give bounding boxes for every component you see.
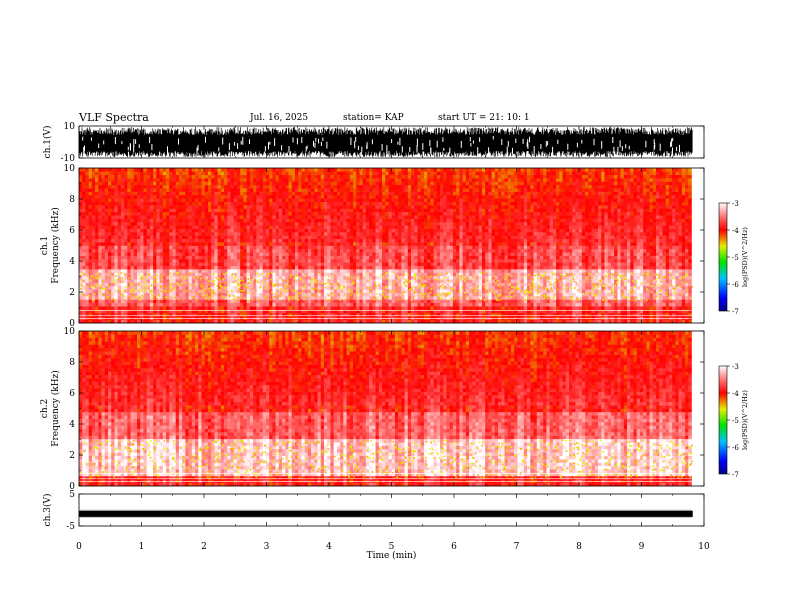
ch2-spectrogram-cb-label: -3 [732, 363, 739, 371]
ch2-spectrogram-cb-title: log(PSD)(V^2/Hz) [741, 390, 749, 450]
ch1-spectrogram-cb-label: -6 [732, 281, 739, 289]
ch2-spectrogram-ylabel: Frequency (kHz) [50, 370, 61, 447]
ch1-spectrogram-ytick-label: 4 [69, 257, 75, 267]
ch3-waveform-ytick-label: -5 [66, 522, 75, 532]
ch3-waveform-trace [78, 509, 693, 518]
start-time-label: start UT = 21: 10: 1 [438, 113, 530, 123]
xaxis-tick-label: 5 [389, 542, 395, 552]
ch1-spectrogram-cb-label: -5 [732, 254, 739, 262]
ch1-spectrogram-cb-label: -7 [732, 308, 739, 316]
ch2-spectrogram-ytick-label: 6 [69, 389, 75, 399]
ch2-spectrogram-cb-label: -4 [732, 390, 739, 398]
ch1-spectrogram-ylabel: Frequency (kHz) [50, 207, 61, 284]
ch2-spectrogram-image [79, 331, 693, 487]
xaxis-tick-label: 8 [576, 542, 582, 552]
ch2-spectrogram-ytick-label: 8 [69, 358, 75, 368]
ch1-spectrogram-ytick-label: 2 [69, 288, 75, 298]
date-label: Jul. 16, 2025 [250, 113, 309, 123]
ch1-spectrogram-ylabel-channel: ch.1 [40, 236, 50, 255]
xaxis-tick-label: 1 [139, 542, 145, 552]
ch1-spectrogram-colorbar [718, 202, 728, 312]
ch2-spectrogram-ylabel-channel: ch.2 [40, 399, 50, 418]
ch1-waveform-ylabel: ch.1(V) [42, 126, 53, 159]
xaxis-tick-label: 4 [326, 542, 332, 552]
xaxis-tick-label: 9 [639, 542, 645, 552]
ch1-spectrogram-cb-title: log(PSD)(V^2/Hz) [741, 227, 749, 287]
ch2-spectrogram-ytick-label: 0 [69, 482, 75, 492]
ch1-spectrogram-cb-label: -4 [732, 227, 739, 235]
ch1-spectrogram-ytick-label: 6 [69, 226, 75, 236]
xaxis-title: Time (min) [367, 550, 417, 561]
ch2-spectrogram-cb-label: -7 [732, 471, 739, 479]
ch2-spectrogram-cb-label: -6 [732, 444, 739, 452]
ch1-spectrogram-ytick-label: 8 [69, 195, 75, 205]
ch2-spectrogram-cb-label: -5 [732, 417, 739, 425]
xaxis-tick-label: 6 [451, 542, 457, 552]
xaxis-tick-label: 7 [514, 542, 520, 552]
ch3-waveform-ylabel: ch.3(V) [42, 494, 53, 527]
xaxis-tick-label: 10 [698, 542, 710, 552]
ch2-spectrogram-ytick-label: 10 [64, 327, 76, 337]
xaxis-tick-label: 3 [264, 542, 270, 552]
ch1-spectrogram-image [79, 168, 694, 324]
chart-title: VLF Spectra [79, 111, 149, 124]
ch1-spectrogram-ytick-label: 10 [64, 164, 76, 174]
ch3-waveform-ytick-label: 5 [69, 490, 75, 500]
station-label: station= KAP [343, 113, 404, 123]
ch2-spectrogram-ytick-label: 2 [69, 451, 75, 461]
ch2-spectrogram-colorbar [718, 365, 728, 475]
ch1-waveform-ytick-label: -10 [61, 154, 76, 164]
ch1-waveform-ytick-label: 10 [64, 122, 76, 132]
ch2-spectrogram-ytick-label: 4 [69, 420, 75, 430]
ch1-spectrogram-cb-label: -3 [732, 200, 739, 208]
ch1-spectrogram-ytick-label: 0 [69, 319, 75, 329]
ch1-waveform-trace [78, 127, 693, 157]
xaxis-tick-label: 2 [201, 542, 207, 552]
xaxis-tick-label: 0 [76, 542, 82, 552]
